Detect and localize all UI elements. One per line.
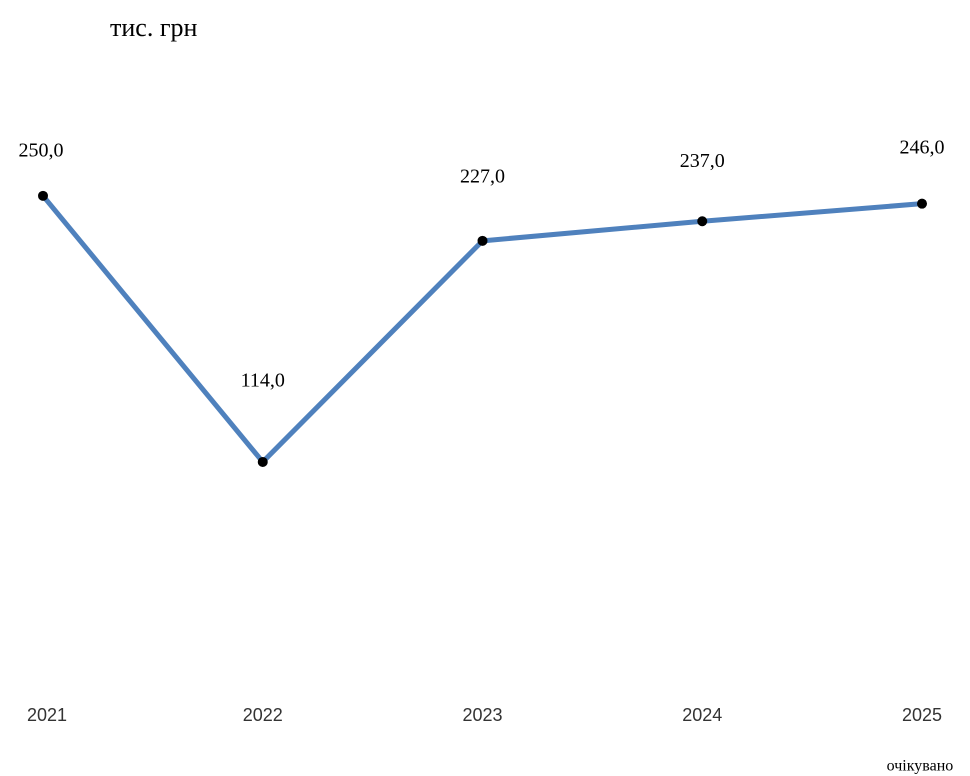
point	[257, 456, 268, 467]
chart-title: тис. грн	[110, 13, 197, 42]
point	[477, 235, 488, 246]
data-label: 250,0	[19, 139, 64, 161]
data-label: 246,0	[900, 136, 945, 158]
point	[697, 216, 708, 227]
x-tick-label: 2023	[462, 705, 502, 725]
x-tick-label: 2022	[243, 705, 283, 725]
data-label: 227,0	[460, 165, 505, 187]
data-label: 114,0	[241, 370, 285, 392]
annotation: очікувано	[887, 758, 954, 775]
point	[917, 198, 927, 209]
line	[41, 194, 923, 465]
data-label: 237,0	[680, 150, 725, 172]
x-tick-label: 2025	[902, 705, 942, 725]
point	[38, 190, 48, 201]
x-tick-label: 2024	[682, 705, 722, 725]
x-tick-label: 2021	[27, 705, 67, 725]
